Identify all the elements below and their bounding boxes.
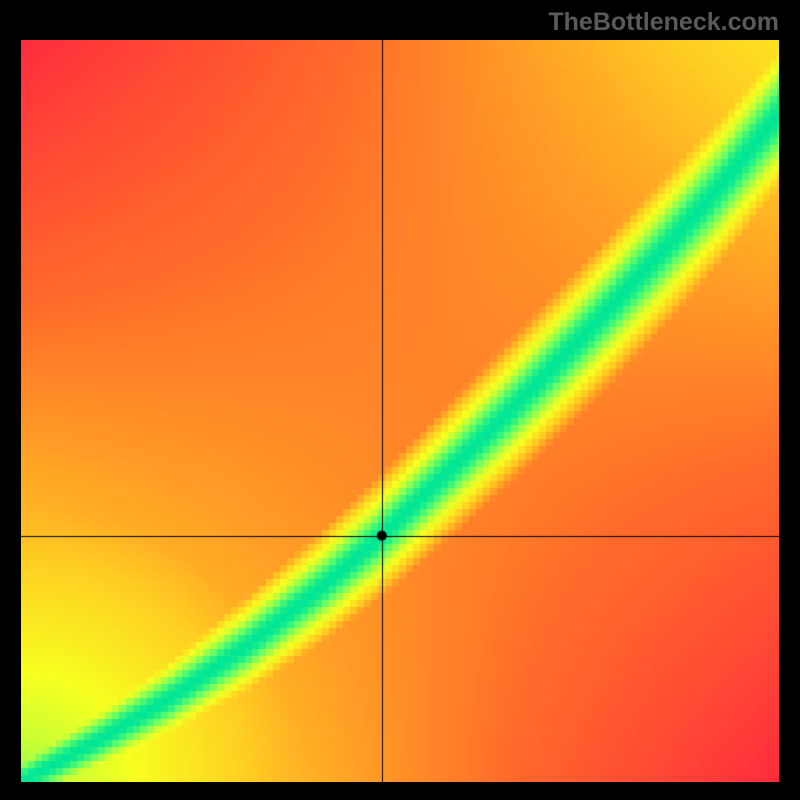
watermark-text: TheBottleneck.com: [548, 8, 779, 37]
crosshair-overlay: [21, 40, 779, 782]
